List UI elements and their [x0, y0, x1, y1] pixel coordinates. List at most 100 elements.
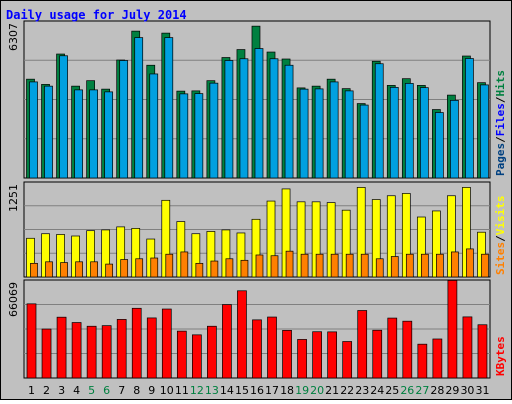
- x-tick-label: 17: [265, 384, 279, 397]
- ymax-label-hits: 6307: [7, 23, 20, 51]
- bar-files: [419, 87, 429, 179]
- bar-kbytes: [282, 330, 292, 379]
- x-tick-label: 13: [205, 384, 219, 397]
- bar-kbytes: [417, 343, 428, 379]
- bar-files: [209, 82, 219, 179]
- bar-kbytes: [402, 320, 413, 379]
- x-tick-label: 18: [280, 384, 294, 397]
- x-tick-label: 22: [340, 384, 354, 397]
- bar-files: [179, 93, 189, 179]
- bar-files: [224, 60, 234, 179]
- bar-files: [344, 90, 354, 179]
- bar-sites: [195, 262, 204, 278]
- bar-sites: [165, 253, 174, 278]
- bar-files: [254, 48, 264, 179]
- x-tick-label: 6: [103, 384, 110, 397]
- bar-files: [59, 55, 68, 179]
- bar-files: [239, 58, 249, 179]
- bar-kbytes: [387, 317, 398, 379]
- ymax-label-visits: 1251: [7, 184, 20, 212]
- bar-files: [149, 73, 159, 179]
- legend-visits: Sites/Visits: [494, 196, 507, 276]
- bar-kbytes: [192, 334, 202, 379]
- x-tick-label: 15: [235, 384, 249, 397]
- x-tick-label: 7: [118, 384, 125, 397]
- bar-files: [435, 112, 444, 179]
- legend-item: /: [494, 136, 507, 143]
- bar-kbytes: [477, 324, 488, 379]
- bar-files: [284, 64, 294, 179]
- bar-kbytes: [146, 317, 157, 379]
- bar-sites: [315, 253, 324, 278]
- bar-files: [359, 104, 369, 179]
- x-tick-label: 25: [385, 384, 399, 397]
- legend-item: KBytes: [494, 336, 507, 376]
- bar-files: [74, 89, 83, 179]
- legend-hits: Pages/Files/Hits: [494, 70, 507, 176]
- x-tick-label: 8: [133, 384, 140, 397]
- bar-sites: [300, 253, 309, 278]
- bar-sites: [45, 261, 53, 278]
- bar-files: [29, 81, 38, 179]
- bar-files: [389, 87, 399, 179]
- bar-kbytes: [161, 308, 172, 379]
- bar-files: [164, 37, 174, 179]
- bar-kbytes: [131, 307, 142, 379]
- bar-files: [329, 81, 339, 179]
- legend-kbytes: KBytes: [494, 336, 507, 376]
- chart-title: Daily usage for July 2014: [6, 8, 187, 22]
- bar-kbytes: [41, 328, 52, 379]
- x-tick-label: 24: [370, 384, 384, 397]
- bar-files: [134, 37, 144, 179]
- legend-item: /: [494, 96, 507, 103]
- x-tick-label: 3: [58, 384, 65, 397]
- bar-files: [104, 91, 114, 179]
- bar-kbytes: [116, 319, 127, 379]
- x-tick-label: 26: [400, 384, 414, 397]
- x-tick-label: 27: [415, 384, 429, 397]
- bar-kbytes: [432, 338, 443, 379]
- x-tick-label: 19: [295, 384, 309, 397]
- x-tick-label: 30: [460, 384, 474, 397]
- x-tick-label: 5: [88, 384, 95, 397]
- bar-files: [269, 58, 279, 179]
- bar-sites: [420, 253, 429, 278]
- bar-files: [119, 60, 129, 179]
- bar-kbytes: [237, 290, 247, 379]
- x-tick-label: 1: [28, 384, 35, 397]
- legend-item: Pages: [494, 143, 507, 176]
- bar-sites: [360, 253, 369, 278]
- x-tick-label: 31: [475, 384, 489, 397]
- bar-kbytes: [297, 339, 307, 379]
- bar-sites: [150, 257, 159, 278]
- bar-files: [404, 83, 414, 179]
- bar-sites: [105, 263, 114, 278]
- bar-kbytes: [71, 322, 82, 379]
- bar-sites: [436, 253, 444, 278]
- bar-kbytes: [462, 316, 473, 379]
- x-tick-label: 23: [355, 384, 369, 397]
- bar-kbytes: [176, 330, 187, 379]
- bar-sites: [270, 255, 279, 278]
- bar-sites: [285, 250, 294, 278]
- x-tick-label: 12: [190, 384, 204, 397]
- bar-kbytes: [267, 316, 277, 379]
- bar-files: [89, 89, 98, 179]
- bar-kbytes: [312, 331, 322, 379]
- bar-kbytes: [372, 329, 383, 379]
- legend-item: Hits: [494, 70, 507, 97]
- bar-kbytes: [86, 325, 97, 379]
- bar-kbytes: [252, 319, 262, 379]
- x-tick-label: 21: [325, 384, 339, 397]
- bar-sites: [180, 251, 189, 278]
- x-tick-label: 28: [430, 384, 444, 397]
- x-tick-label: 4: [73, 384, 80, 397]
- bar-sites: [466, 248, 474, 278]
- legend-item: Sites: [494, 242, 507, 275]
- bar-files: [450, 99, 459, 179]
- x-tick-label: 20: [310, 384, 324, 397]
- bar-files: [299, 88, 309, 179]
- bar-sites: [135, 258, 144, 278]
